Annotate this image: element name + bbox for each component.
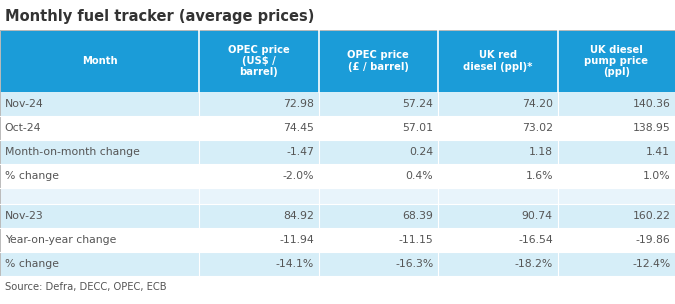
Bar [558, 92, 675, 116]
Text: Year-on-year change: Year-on-year change [5, 235, 116, 245]
Text: % change: % change [5, 171, 59, 181]
Text: Nov-23: Nov-23 [5, 211, 43, 221]
Text: 140.36: 140.36 [632, 99, 670, 109]
Bar [438, 140, 558, 164]
Bar [558, 188, 675, 204]
Text: 1.6%: 1.6% [525, 171, 553, 181]
Text: Month: Month [82, 56, 117, 66]
Bar [319, 30, 438, 92]
Text: 73.02: 73.02 [522, 123, 553, 133]
Bar [319, 116, 438, 140]
Text: 84.92: 84.92 [283, 211, 314, 221]
Text: 74.20: 74.20 [522, 99, 553, 109]
Bar [0, 164, 199, 188]
Bar [199, 188, 319, 204]
Bar [319, 164, 438, 188]
Text: 160.22: 160.22 [632, 211, 670, 221]
Bar [0, 116, 199, 140]
Text: Monthly fuel tracker (average prices): Monthly fuel tracker (average prices) [5, 9, 315, 25]
Bar [0, 228, 199, 252]
Bar [319, 252, 438, 276]
Text: 1.0%: 1.0% [643, 171, 670, 181]
Bar [0, 252, 199, 276]
Bar [438, 252, 558, 276]
Text: -11.94: -11.94 [279, 235, 314, 245]
Bar [199, 30, 319, 92]
Text: % change: % change [5, 259, 59, 269]
Text: -14.1%: -14.1% [275, 259, 314, 269]
Text: -19.86: -19.86 [636, 235, 670, 245]
Text: Oct-24: Oct-24 [5, 123, 41, 133]
Bar [438, 116, 558, 140]
Text: 1.41: 1.41 [646, 147, 670, 157]
Text: 0.4%: 0.4% [406, 171, 433, 181]
Text: UK diesel
pump price
(ppl): UK diesel pump price (ppl) [585, 45, 648, 77]
Bar [319, 92, 438, 116]
Text: 68.39: 68.39 [402, 211, 433, 221]
Bar [319, 228, 438, 252]
Bar [438, 92, 558, 116]
Bar [558, 204, 675, 228]
Text: Nov-24: Nov-24 [5, 99, 43, 109]
Bar [199, 252, 319, 276]
Bar [558, 252, 675, 276]
Bar [438, 164, 558, 188]
Text: Source: Defra, DECC, OPEC, ECB: Source: Defra, DECC, OPEC, ECB [5, 282, 166, 292]
Text: 90.74: 90.74 [522, 211, 553, 221]
Text: -18.2%: -18.2% [514, 259, 553, 269]
Text: -1.47: -1.47 [286, 147, 314, 157]
Bar [558, 164, 675, 188]
Bar [319, 188, 438, 204]
Bar [558, 30, 675, 92]
Bar [0, 30, 675, 276]
Text: 138.95: 138.95 [632, 123, 670, 133]
Text: -11.15: -11.15 [399, 235, 433, 245]
Text: UK red
diesel (ppl)*: UK red diesel (ppl)* [463, 50, 533, 72]
Text: 72.98: 72.98 [283, 99, 314, 109]
Bar [0, 30, 199, 92]
Text: -12.4%: -12.4% [632, 259, 670, 269]
Bar [0, 140, 199, 164]
Text: OPEC price
(£ / barrel): OPEC price (£ / barrel) [348, 50, 409, 72]
Bar [0, 188, 199, 204]
Text: 57.24: 57.24 [402, 99, 433, 109]
Text: -16.54: -16.54 [518, 235, 553, 245]
Bar [199, 228, 319, 252]
Bar [199, 116, 319, 140]
Bar [558, 116, 675, 140]
Bar [319, 140, 438, 164]
Text: OPEC price
(US$ /
barrel): OPEC price (US$ / barrel) [228, 45, 290, 77]
Bar [558, 228, 675, 252]
Text: Month-on-month change: Month-on-month change [5, 147, 140, 157]
Text: 57.01: 57.01 [402, 123, 433, 133]
Bar [438, 204, 558, 228]
Text: -2.0%: -2.0% [282, 171, 314, 181]
Text: 1.18: 1.18 [529, 147, 553, 157]
Text: 74.45: 74.45 [283, 123, 314, 133]
Bar [199, 204, 319, 228]
Bar [438, 188, 558, 204]
Bar [558, 140, 675, 164]
Bar [438, 30, 558, 92]
Text: -16.3%: -16.3% [395, 259, 433, 269]
Bar [438, 228, 558, 252]
Bar [0, 92, 199, 116]
Bar [199, 92, 319, 116]
Bar [0, 204, 199, 228]
Bar [319, 204, 438, 228]
Bar [199, 164, 319, 188]
Bar [199, 140, 319, 164]
Text: 0.24: 0.24 [409, 147, 433, 157]
